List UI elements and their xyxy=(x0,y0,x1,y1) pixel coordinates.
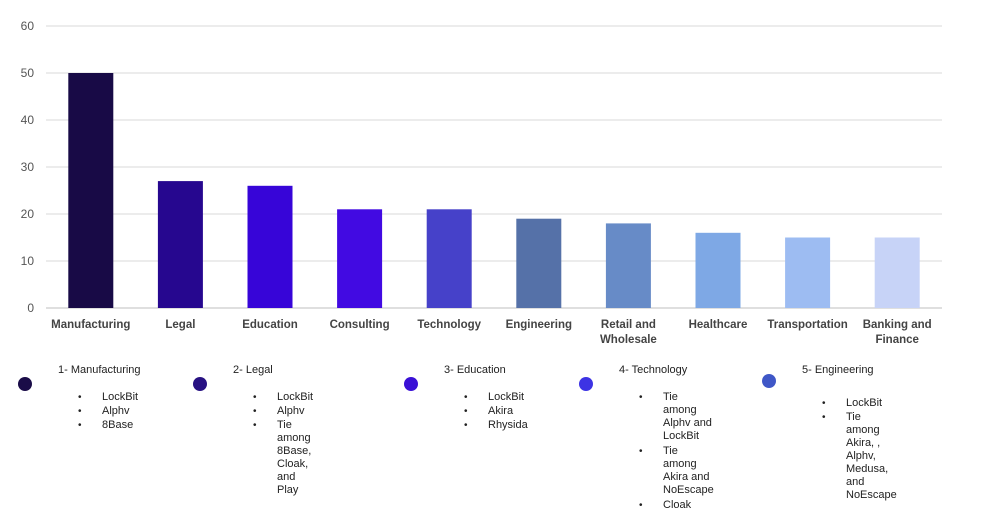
legend-item: LockBit xyxy=(76,391,138,404)
bar xyxy=(247,185,293,308)
legend-item: LockBit xyxy=(820,397,897,410)
y-tick-label: 60 xyxy=(21,19,35,33)
legend-title: 1- Manufacturing xyxy=(58,364,141,376)
x-tick-label: Engineering xyxy=(506,319,572,331)
y-tick-label: 30 xyxy=(21,160,35,174)
legend-item: 8Base xyxy=(76,419,138,432)
legend-item: Rhysida xyxy=(462,419,528,432)
x-tick-label: Finance xyxy=(875,334,918,346)
legend-dot-icon xyxy=(404,377,418,391)
bar xyxy=(516,218,562,308)
legend-dot-icon xyxy=(18,377,32,391)
legend-item: Alphv xyxy=(76,405,138,418)
legend-item: Tie among Akira, ,Alphv, Medusa, andNoEs… xyxy=(820,411,897,502)
legend-item: Cloak xyxy=(637,499,714,512)
x-tick-label: Transportation xyxy=(767,319,848,331)
x-tick-label: Manufacturing xyxy=(51,319,130,331)
x-tick-label: Consulting xyxy=(330,319,390,331)
legend-dot-icon xyxy=(762,374,776,388)
y-tick-label: 20 xyxy=(21,207,35,221)
legend-title: 2- Legal xyxy=(233,364,273,376)
bar xyxy=(157,181,203,308)
bar-chart: 0 10 20 30 40 50 60 Manufacturing Legal Education… xyxy=(21,19,942,346)
x-tick-label: Legal xyxy=(165,319,195,331)
bar xyxy=(337,209,383,308)
y-tick-label: 40 xyxy=(21,113,35,127)
x-tick-label: Banking and xyxy=(863,319,932,331)
x-tick-label: Retail and xyxy=(601,319,656,331)
bar xyxy=(874,237,920,308)
legend-title: 3- Education xyxy=(444,364,506,376)
x-tick-label: Technology xyxy=(417,319,481,331)
legend-dot-icon xyxy=(193,377,207,391)
legend-item: LockBit xyxy=(251,391,313,404)
legend-title: 5- Engineering xyxy=(802,364,874,376)
x-tick-label: Education xyxy=(242,319,298,331)
bar xyxy=(695,232,741,308)
bar xyxy=(68,73,114,308)
y-tick-label: 10 xyxy=(21,254,35,268)
legend-item: LockBit xyxy=(462,391,528,404)
x-tick-label: Wholesale xyxy=(600,334,657,346)
legend-item: Alphv xyxy=(251,405,313,418)
x-tick-label: Healthcare xyxy=(689,319,748,331)
bar xyxy=(426,209,472,308)
bar xyxy=(785,237,831,308)
y-tick-label: 0 xyxy=(27,301,34,315)
legend-dot-icon xyxy=(579,377,593,391)
y-tick-label: 50 xyxy=(21,66,35,80)
bar xyxy=(605,223,651,308)
legend-item: Tie among 8Base, Cloak,and Play xyxy=(251,419,313,497)
legend-item: Akira xyxy=(462,405,528,418)
legend-title: 4- Technology xyxy=(619,364,688,376)
